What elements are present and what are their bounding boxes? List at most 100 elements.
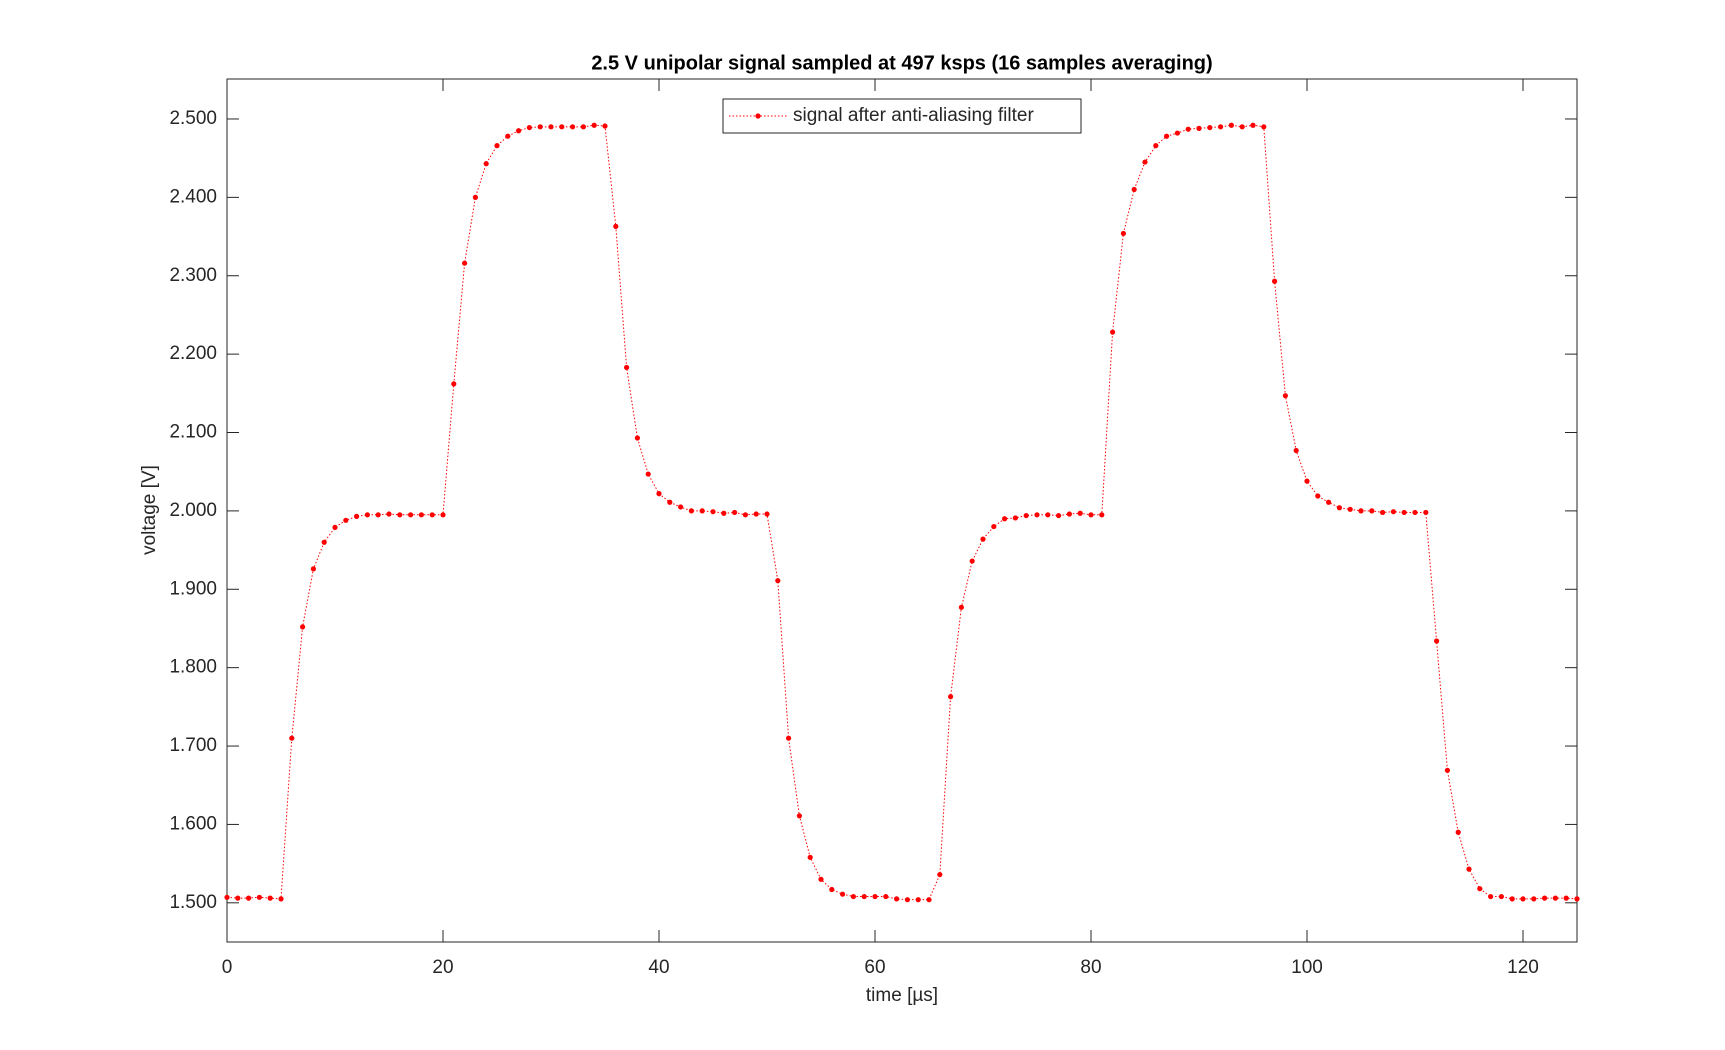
data-point — [1509, 896, 1515, 902]
data-point — [1282, 393, 1288, 399]
y-tick-label: 2.300 — [169, 265, 217, 286]
data-point — [872, 893, 878, 900]
data-point — [1110, 329, 1116, 335]
data-point — [267, 895, 273, 901]
data-point — [1358, 508, 1364, 514]
data-point — [1218, 124, 1224, 130]
data-point — [246, 895, 252, 901]
x-tick-label: 40 — [648, 957, 669, 978]
data-point — [829, 886, 835, 893]
data-point — [732, 509, 738, 516]
y-tick-label: 1.700 — [169, 735, 217, 756]
data-point — [343, 517, 349, 523]
data-point — [278, 896, 284, 902]
data-point — [364, 512, 370, 518]
data-point — [1174, 130, 1180, 136]
data-point — [429, 512, 435, 518]
data-point — [678, 504, 684, 510]
data-point — [483, 161, 489, 167]
data-point — [861, 893, 867, 900]
data-point — [1088, 512, 1094, 518]
y-axis-label: voltage [V] — [139, 465, 160, 555]
data-point — [321, 539, 327, 545]
data-point — [710, 509, 716, 515]
data-point — [818, 876, 824, 882]
data-point — [559, 124, 565, 130]
data-point — [1185, 126, 1191, 132]
data-point — [1023, 512, 1029, 519]
y-tick-label: 2.200 — [169, 343, 217, 364]
data-point — [1444, 767, 1450, 773]
data-point — [634, 435, 641, 441]
data-point — [386, 511, 392, 517]
data-point — [1347, 506, 1353, 512]
data-point — [332, 524, 338, 530]
data-point — [1574, 896, 1580, 902]
data-point — [1520, 896, 1526, 902]
data-point — [1336, 505, 1342, 511]
data-point — [580, 124, 587, 130]
data-point — [408, 512, 414, 518]
data-point — [1498, 893, 1504, 900]
data-point — [1466, 866, 1472, 872]
chart-title: 2.5 V unipolar signal sampled at 497 ksp… — [591, 52, 1212, 74]
x-tick-label: 120 — [1507, 957, 1539, 978]
data-point — [354, 513, 360, 519]
data-point — [1552, 895, 1558, 901]
data-point — [602, 123, 608, 129]
y-tick-label: 2.000 — [169, 500, 217, 521]
data-point — [915, 897, 921, 903]
data-point — [656, 491, 662, 497]
data-point — [840, 891, 846, 897]
data-point — [310, 566, 316, 572]
data-point — [1153, 143, 1159, 149]
data-point — [1045, 512, 1051, 518]
data-point — [624, 364, 630, 371]
data-point — [948, 694, 954, 700]
data-point — [926, 897, 932, 903]
x-tick-label: 80 — [1080, 957, 1101, 978]
data-point — [440, 512, 446, 518]
data-point — [397, 512, 403, 518]
data-point — [1390, 509, 1396, 515]
data-point — [613, 223, 619, 229]
data-point — [1272, 278, 1278, 284]
data-point — [1412, 509, 1418, 516]
x-tick-label: 0 — [222, 957, 233, 978]
data-point — [980, 536, 986, 542]
data-point — [462, 260, 468, 266]
data-point — [883, 893, 889, 900]
legend-marker — [755, 113, 761, 119]
data-point — [1002, 516, 1008, 522]
data-point — [548, 124, 554, 130]
data-point — [1142, 159, 1148, 165]
data-point — [786, 735, 792, 741]
data-point — [1326, 499, 1332, 505]
data-point — [505, 133, 511, 139]
data-point — [472, 194, 478, 200]
data-point — [958, 604, 965, 610]
data-point — [1563, 895, 1569, 901]
y-tick-label: 1.600 — [169, 813, 217, 834]
data-point — [1401, 509, 1407, 516]
data-point — [1304, 478, 1310, 484]
data-point — [1239, 124, 1245, 130]
data-point — [375, 512, 381, 518]
data-point — [224, 894, 230, 900]
data-point — [418, 512, 424, 518]
data-point — [699, 508, 705, 514]
data-point — [300, 624, 306, 630]
data-point — [850, 893, 857, 900]
data-point — [1207, 124, 1213, 131]
data-point — [1434, 638, 1440, 644]
data-point — [451, 381, 457, 387]
x-axis-label: time [µs] — [866, 985, 938, 1006]
y-tick-label: 1.500 — [169, 892, 217, 913]
data-point — [1250, 122, 1256, 128]
data-point — [1196, 125, 1202, 131]
data-point — [537, 124, 543, 130]
data-point — [742, 512, 749, 518]
data-point — [1099, 512, 1105, 518]
data-point — [494, 143, 500, 149]
